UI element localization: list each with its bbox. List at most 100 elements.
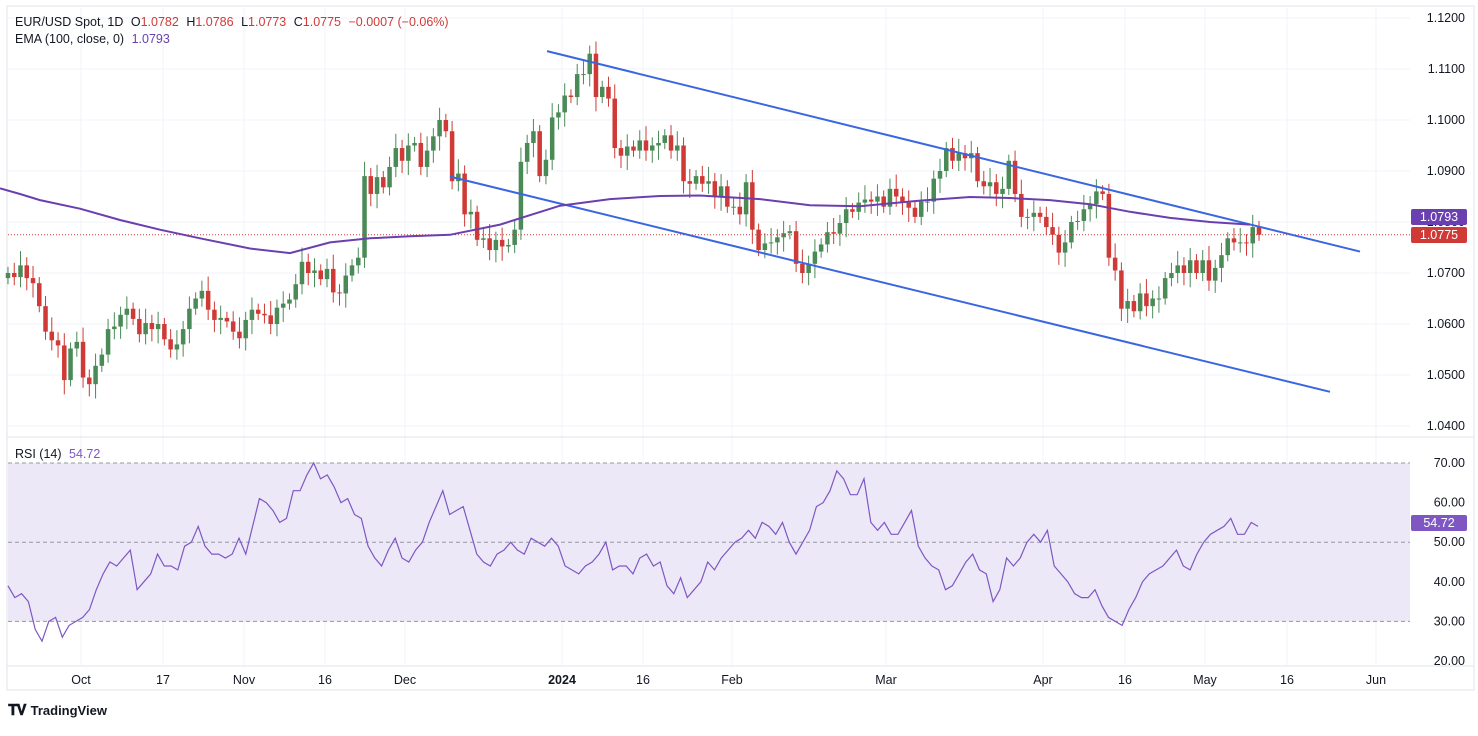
candle-body [105,329,111,355]
candle-body [5,273,11,279]
candle-body [224,317,230,322]
candlestick-series [5,41,1410,399]
candle-body [399,148,405,161]
candle-body [750,182,755,230]
candle-body [80,341,86,378]
time-tick-label: Apr [1033,673,1052,687]
candle-body [356,257,361,266]
price-tick-label: 1.0600 [1427,317,1465,331]
candle-body [362,176,367,258]
candle-body [693,176,699,184]
candle-body [243,319,248,339]
candle-body [1025,216,1030,218]
candle-body [756,229,761,251]
candle-body [718,186,724,197]
candle-body [881,196,886,207]
candle-body [543,159,549,177]
candle-body [1062,242,1068,253]
candle-body [1006,160,1012,189]
time-tick-label: Feb [721,673,743,687]
candle-body [662,135,668,143]
upper-trendline [546,50,1361,253]
candle-body [731,206,736,208]
candle-body [349,265,355,276]
candle-body [474,211,480,240]
candle-body [1056,234,1062,253]
ema-line-layer [0,187,1251,255]
candle-body [537,131,542,177]
ema-line [0,187,1251,255]
candle-body [650,145,655,151]
candle-body [1037,212,1043,217]
time-tick-label: 17 [156,673,170,687]
candle-body [775,237,780,243]
candle-body [318,270,324,280]
candle-body [675,145,680,151]
candle-body [1244,242,1249,244]
candle-body [199,290,205,299]
candle-body [174,344,180,350]
candle-body [574,74,580,98]
symbol-label[interactable]: EUR/USD Spot, 1D [15,15,124,29]
candle-body [975,153,980,182]
candle-body [818,244,824,252]
candle-body [1131,301,1137,312]
candle-body [1125,301,1130,309]
candle-body [1156,298,1162,300]
tradingview-logo-icon: 𝐓𝐕 [8,702,27,719]
candle-body [987,182,993,187]
candle-body [1137,293,1143,312]
candle-body [343,275,349,294]
candle-body [606,86,611,99]
candle-body [1256,227,1262,235]
tradingview-brand[interactable]: 𝐓𝐕 TradingView [8,702,107,719]
candle-body [212,309,217,320]
candle-body [768,242,774,244]
time-tick-label: Mar [875,673,897,687]
candle-body [937,171,943,179]
brand-name: TradingView [30,703,107,718]
candle-body [30,278,36,284]
candle-body [112,326,117,330]
candle-body [1087,204,1093,210]
candle-body [443,120,449,132]
candle-body [1237,242,1243,244]
candle-body [1050,227,1055,235]
candle-body [1081,209,1087,221]
candle-body [274,307,280,324]
candle-body [493,239,499,251]
candle-body [168,339,173,350]
candle-body [737,206,743,215]
candle-body [249,309,255,320]
ema-label[interactable]: EMA (100, close, 0) [15,32,125,46]
price-tick-label: 1.0400 [1427,419,1465,433]
ema-value: 1.0793 [131,32,170,46]
candle-body [875,196,880,202]
channel-trendlines [449,50,1361,393]
candle-body [1169,273,1174,279]
price-tick-label: 1.0500 [1427,368,1465,382]
candle-body [331,268,336,293]
candle-body [631,146,636,151]
candle-body [393,148,399,167]
price-tick-label: 1.1200 [1427,11,1465,25]
candle-body [706,181,711,184]
candle-body [162,324,167,340]
candle-body [193,298,198,309]
time-tick-label: 16 [1118,673,1132,687]
candle-body [218,317,223,320]
candle-body [499,239,505,247]
candle-body [681,145,686,182]
candle-body [700,176,705,184]
candle-body [180,329,186,345]
candle-body [925,201,930,203]
candle-body [643,140,649,151]
rsi-label[interactable]: RSI (14) [15,447,62,461]
rsi-line [7,461,1259,643]
candle-body [1100,191,1105,194]
rsi-tick-label: 40.00 [1434,575,1465,589]
ema-legend: EMA (100, close, 0) 1.0793 [15,31,174,47]
candle-body [149,322,155,330]
time-tick-label: May [1193,673,1217,687]
